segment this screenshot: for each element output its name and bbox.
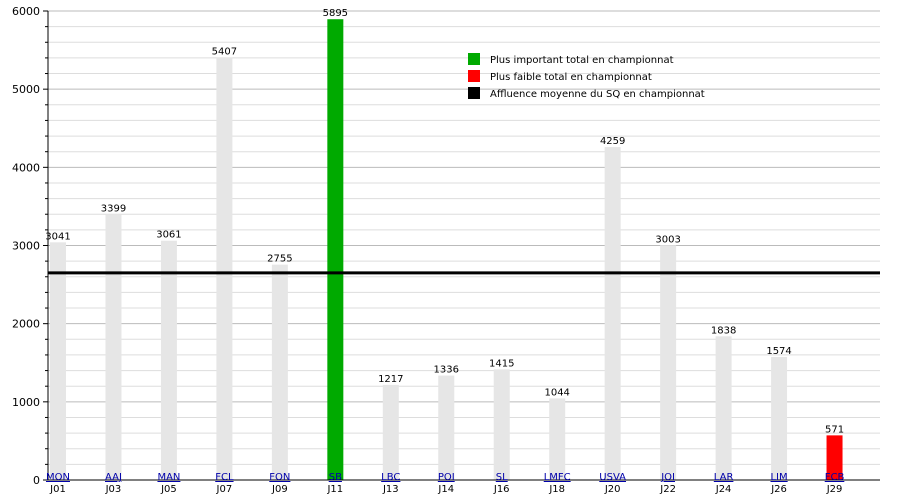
bar xyxy=(327,19,344,481)
legend-label-min: Plus faible total en championnat xyxy=(490,72,652,83)
x-tick-label: J24 xyxy=(715,484,732,495)
team-label: MAN xyxy=(157,472,180,483)
team-label: USVA xyxy=(599,472,626,483)
bar xyxy=(660,245,677,480)
bar xyxy=(604,147,621,480)
x-tick-label: J03 xyxy=(105,484,122,495)
bar-value-label: 4259 xyxy=(600,136,625,147)
legend-label-max: Plus important total en championnat xyxy=(490,55,674,66)
x-tick-label: J05 xyxy=(160,484,177,495)
x-tick-label: J22 xyxy=(659,484,676,495)
x-tick-label: J09 xyxy=(271,484,288,495)
bar-value-label: 1217 xyxy=(378,374,403,385)
axes-layer: 0 1000 2000 3000 4000 5000 6000 xyxy=(12,5,880,487)
team-label: SL xyxy=(496,472,508,483)
team-label: LIM xyxy=(770,472,787,483)
bar xyxy=(549,398,566,480)
legend-swatch-average xyxy=(468,87,480,99)
x-tick-label: J01 xyxy=(49,484,66,495)
y-tick-label: 2000 xyxy=(12,318,40,331)
x-tick-label: J16 xyxy=(493,484,510,495)
x-tick-label: J07 xyxy=(216,484,233,495)
team-label: FCL xyxy=(215,472,234,483)
bar-value-label: 5895 xyxy=(323,8,348,19)
bar-value-label: 3061 xyxy=(156,230,181,241)
bar xyxy=(105,214,122,480)
x-tick-label: J11 xyxy=(326,484,343,495)
y-tick-label: 6000 xyxy=(12,5,40,18)
team-label: MON xyxy=(46,472,70,483)
team-label: FCB xyxy=(825,472,845,483)
team-label: AAJ xyxy=(105,472,122,483)
bar xyxy=(216,57,233,480)
bar-value-label: 2755 xyxy=(267,254,292,265)
bar-value-label: 1415 xyxy=(489,358,514,369)
x-tick-label: J20 xyxy=(604,484,621,495)
grid-layer xyxy=(48,10,880,481)
team-label: JOI xyxy=(660,472,675,483)
bar xyxy=(771,356,788,480)
bar-value-label: 1838 xyxy=(711,325,736,336)
bar xyxy=(382,384,399,480)
bar-value-label: 3003 xyxy=(655,234,680,245)
bar-value-label: 571 xyxy=(825,424,844,435)
bar-value-label: 1336 xyxy=(434,365,459,376)
bar xyxy=(160,240,177,480)
bar-value-label: 5407 xyxy=(212,46,237,57)
bar xyxy=(826,435,843,480)
y-tick-label: 1000 xyxy=(12,396,40,409)
labels-layer: 3041 3399 3061 5407 2755 5895 1217 1336 1415 1044… xyxy=(45,8,844,495)
bar xyxy=(438,375,455,480)
y-tick-label: 0 xyxy=(33,474,40,487)
legend-swatch-min xyxy=(468,70,480,82)
team-label: POI xyxy=(438,472,455,483)
x-tick-label: J29 xyxy=(826,484,843,495)
bar xyxy=(715,336,732,480)
bar-value-label: 3399 xyxy=(101,203,126,214)
legend: Plus important total en championnat Plus … xyxy=(468,53,705,100)
x-tick-label: J18 xyxy=(548,484,565,495)
bar xyxy=(50,242,66,480)
x-tick-label: J14 xyxy=(437,484,454,495)
team-label: LAR xyxy=(714,472,734,483)
team-label: SB xyxy=(329,472,342,483)
legend-swatch-max xyxy=(468,53,480,65)
team-label: LMFC xyxy=(544,472,571,483)
y-tick-label: 4000 xyxy=(12,161,40,174)
y-tick-label: 3000 xyxy=(12,240,40,253)
y-tick-label: 5000 xyxy=(12,83,40,96)
bar-value-label: 1574 xyxy=(766,346,791,357)
bars-layer xyxy=(50,19,843,481)
x-tick-label: J13 xyxy=(382,484,399,495)
legend-label-average: Affluence moyenne du SQ en championnat xyxy=(490,89,705,100)
bar xyxy=(271,264,288,480)
bar xyxy=(493,369,510,480)
x-tick-label: J26 xyxy=(770,484,787,495)
bar-value-label: 1044 xyxy=(544,387,569,398)
bar-value-label: 3041 xyxy=(45,231,70,242)
team-label: LBC xyxy=(381,472,400,483)
team-label: FON xyxy=(269,472,290,483)
